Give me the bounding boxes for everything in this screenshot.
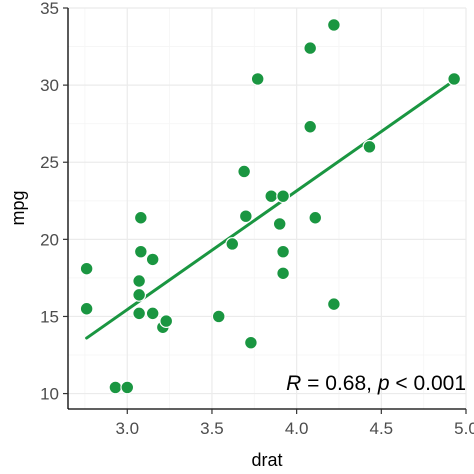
- x-tick-label: 3.0: [115, 419, 139, 438]
- regression-line: [85, 78, 456, 340]
- y-tick-label: 15: [40, 307, 59, 326]
- ticks: 3.0 3.5 4.0 4.5 5.0 10 15 20 25 30 35: [40, 0, 474, 438]
- y-tick-label: 35: [40, 0, 59, 18]
- grid: [68, 7, 467, 409]
- x-tick-label: 3.5: [200, 419, 224, 438]
- data-point: [303, 119, 318, 134]
- data-point: [362, 139, 377, 154]
- data-point: [79, 301, 94, 316]
- p-symbol: p: [377, 372, 390, 395]
- data-point: [276, 244, 290, 259]
- y-axis-title: mpg: [8, 190, 28, 225]
- correlation-annotation: R = 0.68, p < 0.001: [286, 372, 466, 395]
- data-point: [326, 297, 341, 312]
- axes: [67, 8, 466, 410]
- data-point: [326, 18, 341, 32]
- data-point: [133, 244, 148, 259]
- points-layer: [79, 18, 462, 395]
- r-value: = 0.68,: [301, 372, 377, 395]
- data-point: [308, 210, 323, 225]
- data-point: [244, 335, 258, 350]
- data-point: [447, 72, 462, 86]
- data-point: [79, 261, 94, 276]
- data-point: [264, 189, 279, 204]
- data-point: [145, 306, 160, 321]
- y-tick-label: 25: [40, 153, 59, 172]
- data-point: [132, 274, 147, 288]
- data-point: [272, 217, 287, 231]
- data-point: [211, 309, 226, 324]
- data-point: [237, 164, 252, 179]
- data-point: [132, 306, 147, 321]
- data-point: [145, 252, 160, 267]
- x-tick-label: 5.0: [454, 419, 474, 438]
- y-tick-label: 20: [40, 230, 59, 249]
- data-point: [120, 380, 135, 395]
- data-point: [225, 237, 240, 251]
- data-point: [276, 266, 290, 281]
- r-symbol: R: [286, 372, 301, 395]
- x-axis-title: drat: [251, 450, 282, 470]
- y-tick-label: 10: [40, 385, 59, 404]
- data-point: [133, 210, 148, 225]
- data-point: [250, 72, 265, 86]
- x-tick-label: 4.5: [369, 419, 393, 438]
- data-point: [303, 41, 318, 55]
- data-point: [159, 314, 174, 328]
- data-point: [276, 189, 290, 204]
- data-point: [238, 209, 253, 224]
- data-point: [108, 380, 123, 395]
- data-point: [132, 287, 147, 302]
- regression-layer: [85, 78, 456, 340]
- y-tick-label: 30: [40, 76, 59, 95]
- p-value: < 0.001: [390, 372, 466, 395]
- x-tick-label: 4.0: [285, 419, 309, 438]
